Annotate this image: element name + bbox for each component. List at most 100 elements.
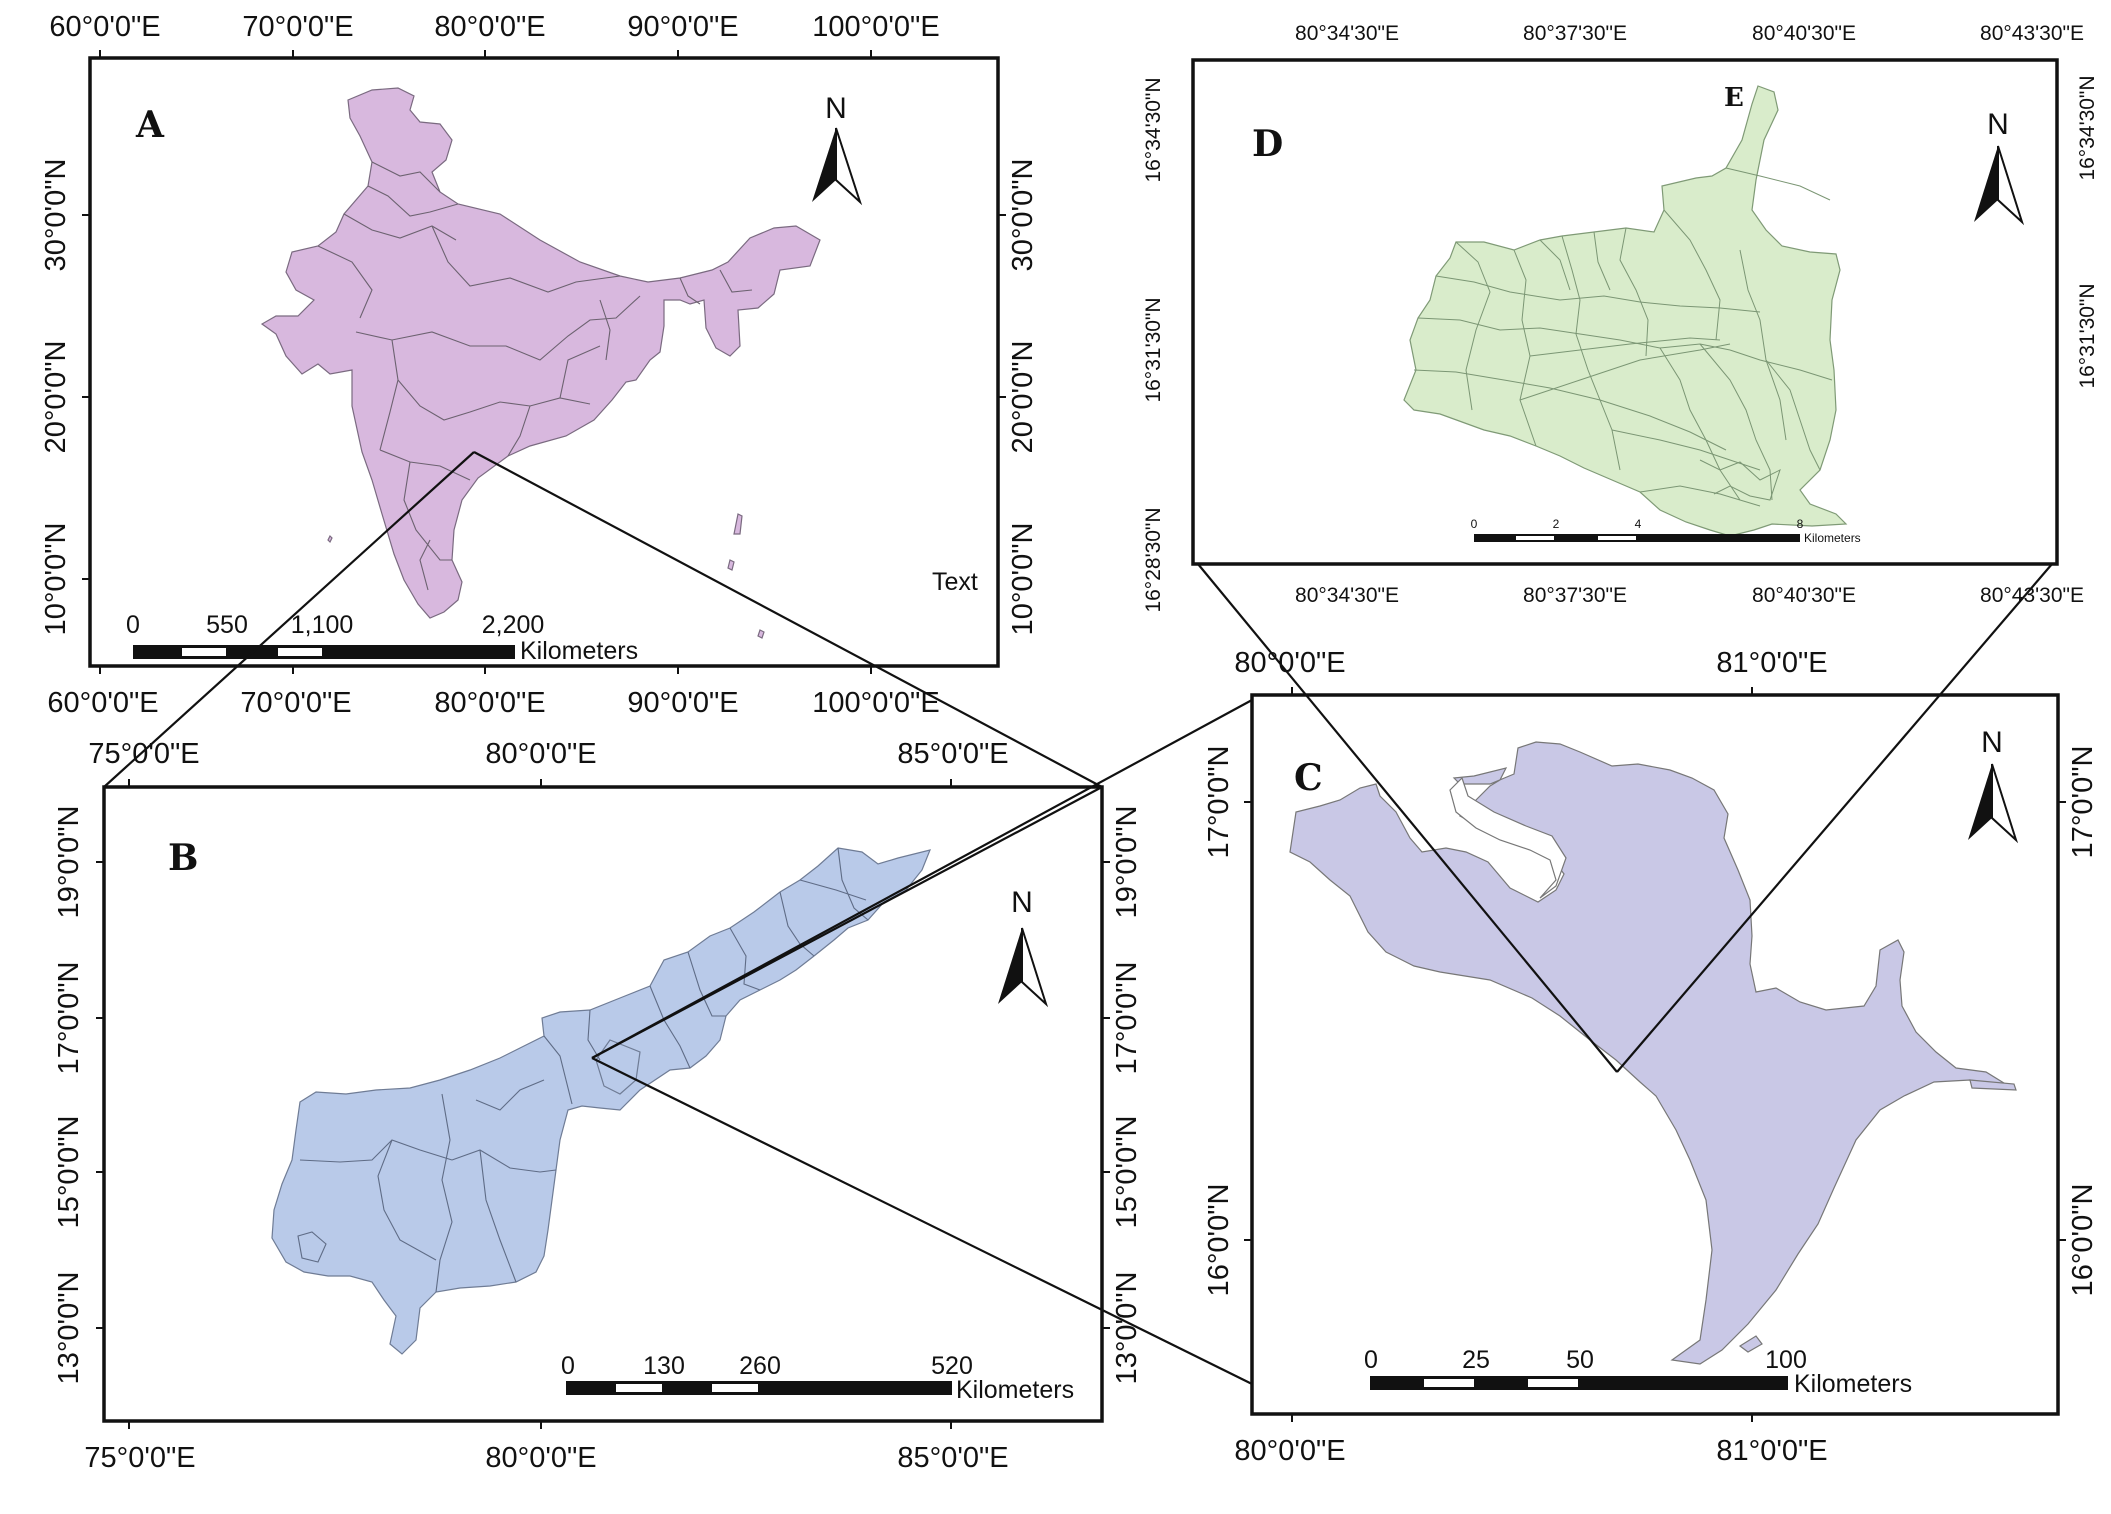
panel-c-scale-unit: Kilometers bbox=[1794, 1370, 1912, 1398]
panel-d-bottom-tick: 80°37'30"E bbox=[1523, 584, 1627, 607]
panel-a-extra-text: Text bbox=[932, 568, 978, 596]
panel-d-scale-label: 2 bbox=[1553, 517, 1560, 531]
panel-b-north-label: N bbox=[1011, 886, 1033, 919]
panel-d-scale-label: 8 bbox=[1797, 517, 1804, 531]
panel-c-left-tick: 16°0'0"N bbox=[1203, 1184, 1235, 1297]
panel-d-top-tick: 80°37'30"E bbox=[1523, 22, 1627, 45]
lake-cutout bbox=[1449, 776, 1567, 899]
panel-c-north-arrow bbox=[1968, 763, 2019, 844]
district-map bbox=[1289, 741, 2013, 1365]
island-lakshadweep bbox=[327, 534, 333, 544]
panel-d-label: D bbox=[1252, 123, 1283, 165]
panel-b-top-tick: 75°0'0"E bbox=[88, 738, 199, 770]
connector-b-c-top2 bbox=[591, 699, 1253, 1059]
panel-a-right-tick: 30°0'0"N bbox=[1007, 159, 1039, 272]
panel-a-bottom-tick: 100°0'0"E bbox=[812, 687, 939, 719]
panel-c: 80°0'0"E 81°0'0"E 80°0'0"E 81°0'0"E 17°0… bbox=[1203, 647, 2099, 1467]
panel-a-top-tick: 90°0'0"E bbox=[627, 11, 738, 43]
inset-connectors bbox=[103, 451, 2053, 1385]
panel-b-scale-label: 130 bbox=[643, 1352, 685, 1380]
island-andaman-2 bbox=[727, 559, 735, 571]
panel-a-left-tick: 30°0'0"N bbox=[40, 159, 72, 272]
panel-d-scale-label: 0 bbox=[1471, 517, 1478, 531]
panel-d-top-tick: 80°43'30"E bbox=[1980, 22, 2084, 45]
panel-c-left-tick: 17°0'0"N bbox=[1203, 746, 1235, 859]
panel-b-bottom-tick: 80°0'0"E bbox=[485, 1442, 596, 1474]
district-spit bbox=[1969, 1079, 2017, 1091]
panel-d-left-tick: 16°31'30"N bbox=[1142, 297, 1165, 402]
district-islet bbox=[1738, 1335, 1763, 1353]
panel-a-right-tick: 10°0'0"N bbox=[1007, 523, 1039, 636]
panel-a-bottom-tick: 80°0'0"E bbox=[434, 687, 545, 719]
panel-b-bottom-tick: 85°0'0"E bbox=[897, 1442, 1008, 1474]
panel-b-scale-label: 260 bbox=[739, 1352, 781, 1380]
panel-c-top-tick: 81°0'0"E bbox=[1716, 647, 1827, 679]
panel-b-left-tick: 13°0'0"N bbox=[53, 1272, 85, 1385]
panel-b-right-tick: 15°0'0"N bbox=[1111, 1116, 1143, 1229]
connector-a-b-right bbox=[473, 451, 1103, 788]
panel-d-scale-unit: Kilometers bbox=[1804, 531, 1861, 545]
panel-d-north-arrow bbox=[1974, 145, 2025, 226]
panel-a-left-tick: 10°0'0"N bbox=[40, 523, 72, 636]
panel-c-scale-label: 0 bbox=[1364, 1346, 1378, 1374]
panel-a-scale-label: 550 bbox=[206, 611, 248, 639]
panel-c-scale-bar bbox=[1370, 1376, 1788, 1390]
panel-d-top-tick: 80°40'30"E bbox=[1752, 22, 1856, 45]
connector-a-b-left bbox=[103, 451, 475, 788]
panel-a-scale-label: 1,100 bbox=[291, 611, 354, 639]
panel-a-frame bbox=[88, 56, 1000, 668]
panel-a-bottom-tick: 90°0'0"E bbox=[627, 687, 738, 719]
panel-c-right-tick: 16°0'0"N bbox=[2067, 1184, 2099, 1297]
panel-b-frame bbox=[102, 785, 1104, 1423]
island-andaman bbox=[733, 513, 743, 535]
panel-a-bottom-tick: 60°0'0"E bbox=[47, 687, 158, 719]
panel-d-left-tick: 16°34'30"N bbox=[1142, 77, 1165, 182]
panel-b-scale-label: 0 bbox=[561, 1352, 575, 1380]
panel-a-top-tick: 80°0'0"E bbox=[434, 11, 545, 43]
andhra-pradesh-map bbox=[271, 847, 931, 1355]
panel-b-left-tick: 15°0'0"N bbox=[53, 1116, 85, 1229]
panel-d-sub-label: E bbox=[1724, 83, 1744, 113]
panel-d-left-tick: 16°28'30"N bbox=[1142, 507, 1165, 612]
panel-b-left-tick: 17°0'0"N bbox=[53, 962, 85, 1075]
panel-b-top-tick: 85°0'0"E bbox=[897, 738, 1008, 770]
panel-d-top-tick: 80°34'30"E bbox=[1295, 22, 1399, 45]
panel-a-top-tick: 60°0'0"E bbox=[49, 11, 160, 43]
panel-b-scale-bar bbox=[566, 1381, 952, 1395]
panel-d-right-tick: 16°34'30"N bbox=[2076, 75, 2099, 180]
panel-a-right-tick: 20°0'0"N bbox=[1007, 341, 1039, 454]
panel-b-north-arrow bbox=[998, 927, 1049, 1008]
connector-c-d-right bbox=[1616, 563, 2053, 1073]
panel-a-scale-label: 0 bbox=[126, 611, 140, 639]
panel-a-bottom-tick: 70°0'0"E bbox=[240, 687, 351, 719]
panel-d-bottom-tick: 80°43'30"E bbox=[1980, 584, 2084, 607]
panel-a-top-tick: 70°0'0"E bbox=[242, 11, 353, 43]
panel-d-north-label: N bbox=[1987, 108, 2009, 141]
panel-c-scale-label: 25 bbox=[1462, 1346, 1490, 1374]
panel-b-scale-unit: Kilometers bbox=[956, 1376, 1074, 1404]
panel-c-scale-label: 100 bbox=[1765, 1346, 1807, 1374]
panel-a-north-arrow bbox=[812, 127, 863, 206]
panel-b-top-tick: 80°0'0"E bbox=[485, 738, 596, 770]
panel-c-right-tick: 17°0'0"N bbox=[2067, 746, 2099, 859]
panel-a-label: A bbox=[135, 104, 165, 146]
panel-a: 60°0'0"E 70°0'0"E 80°0'0"E 90°0'0"E 100°… bbox=[40, 11, 1039, 719]
panel-c-north-label: N bbox=[1981, 726, 2003, 759]
panel-a-scale-bar bbox=[133, 645, 515, 659]
panel-d-scale-bar bbox=[1474, 534, 1800, 542]
panel-a-north-label: N bbox=[825, 92, 847, 125]
city-wards-map bbox=[1403, 85, 1848, 537]
panel-a-scale-label: 2,200 bbox=[482, 611, 545, 639]
india-map bbox=[260, 87, 821, 619]
panel-b-left-tick: 19°0'0"N bbox=[53, 806, 85, 919]
panel-c-top-tick: 80°0'0"E bbox=[1234, 647, 1345, 679]
panel-c-bottom-tick: 80°0'0"E bbox=[1234, 1435, 1345, 1467]
panel-b-scale-label: 520 bbox=[931, 1352, 973, 1380]
panel-c-label: C bbox=[1294, 757, 1323, 799]
panel-b-label: B bbox=[168, 837, 198, 879]
panel-d-right-tick: 16°31'30"N bbox=[2076, 283, 2099, 388]
panel-b: 75°0'0"E 80°0'0"E 85°0'0"E 75°0'0"E 80°0… bbox=[53, 738, 1143, 1474]
connector-b-c-bottom bbox=[591, 1057, 1253, 1385]
panel-b-right-tick: 19°0'0"N bbox=[1111, 806, 1143, 919]
